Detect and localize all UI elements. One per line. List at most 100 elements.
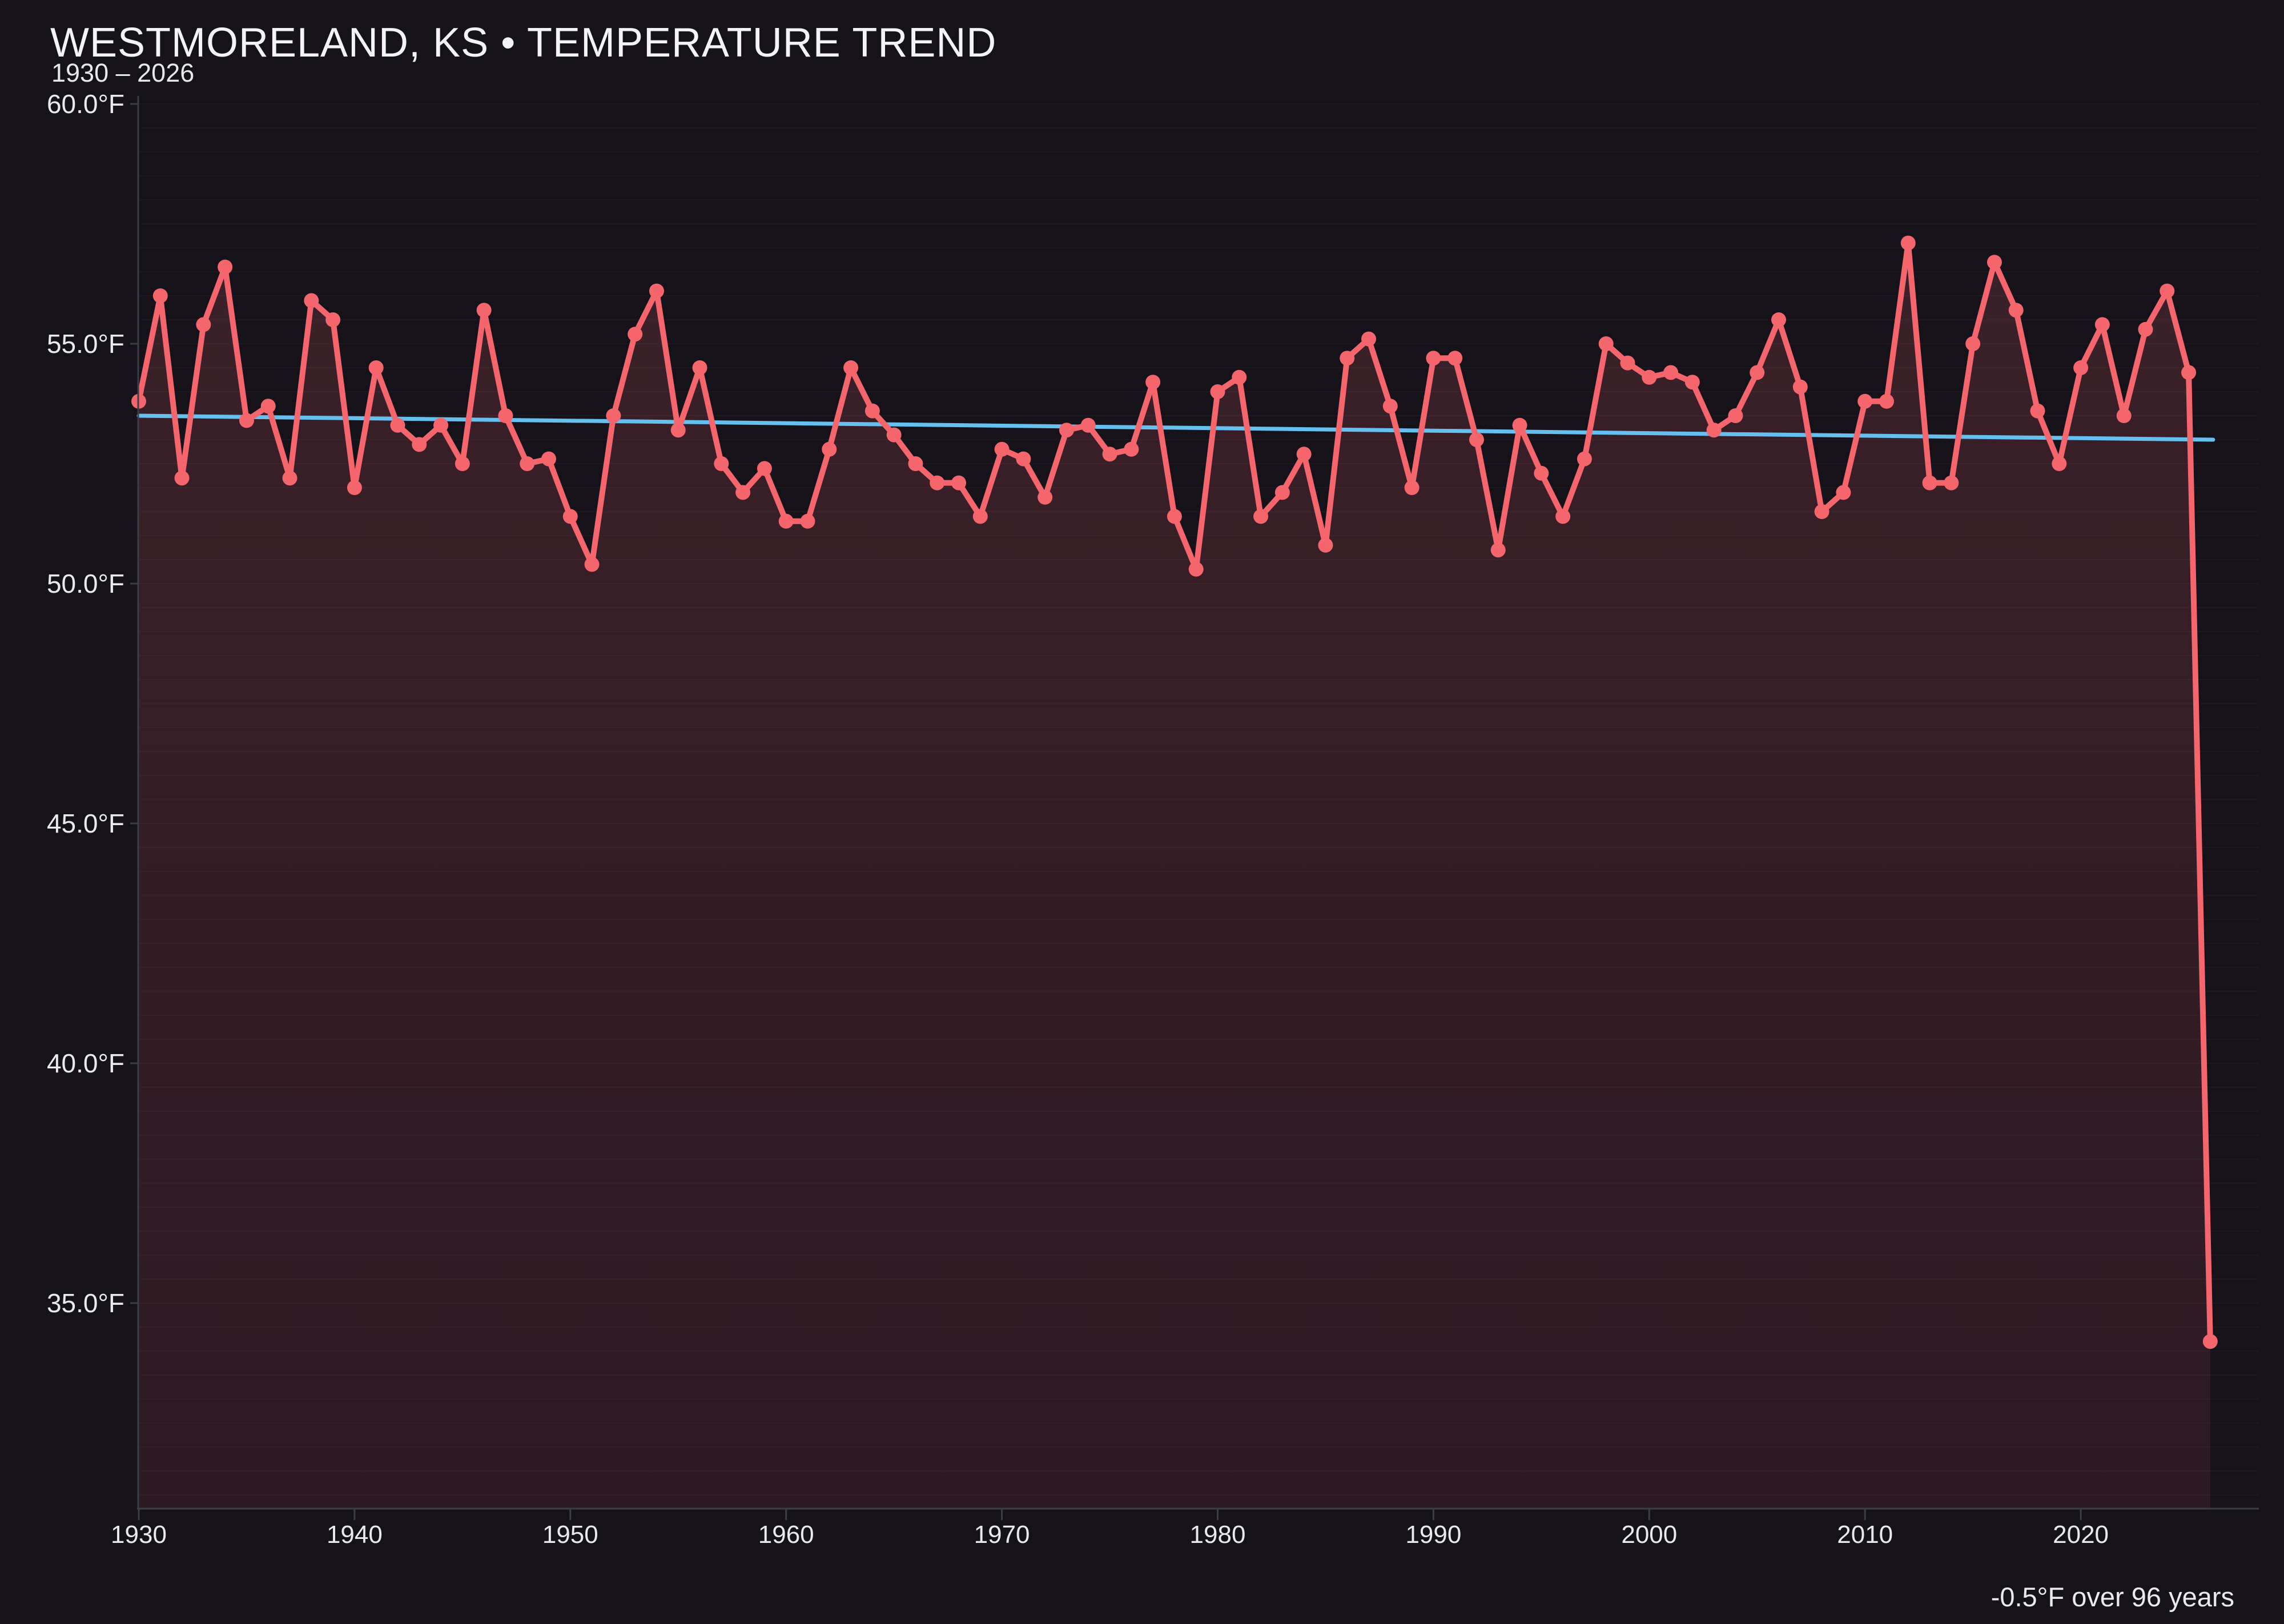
data-point [1857, 393, 1873, 409]
x-axis-tick-label: 1980 [1190, 1521, 1246, 1549]
x-axis-tick-label: 2000 [1621, 1521, 1677, 1549]
data-point [196, 317, 211, 332]
data-point [1577, 451, 1592, 467]
data-point [347, 480, 362, 495]
data-point [2138, 321, 2153, 337]
data-point [1944, 475, 1959, 491]
data-point [1102, 447, 1117, 462]
y-axis-tick-label: 55.0°F [47, 329, 124, 359]
data-point [541, 451, 557, 467]
data-point [152, 288, 168, 303]
data-point [1167, 509, 1182, 524]
data-point [800, 513, 815, 529]
y-axis-tick-label: 50.0°F [47, 569, 124, 598]
chart-title: WESTMORELAND, KS • TEMPERATURE TREND [50, 20, 996, 66]
series-area-fill [139, 243, 2210, 1509]
x-axis-tick-label: 1970 [974, 1521, 1030, 1549]
data-point [412, 437, 427, 452]
data-point [325, 312, 341, 327]
data-point [2052, 456, 2067, 471]
x-axis-tick-label: 1950 [542, 1521, 598, 1549]
data-point [1750, 365, 1765, 380]
data-point [670, 423, 686, 438]
data-point [1555, 509, 1571, 524]
data-point [1469, 432, 1484, 447]
area-fill-group [139, 243, 2210, 1509]
axes-group: 60.0°F 55.0°F 50.0°F 45.0°F 40.0°F 35.0°F 1930… [47, 89, 2259, 1549]
data-point [390, 417, 405, 433]
data-point [1490, 542, 1506, 558]
data-point [735, 485, 751, 500]
data-point [886, 427, 902, 443]
x-axis-tick-label: 2020 [2053, 1521, 2109, 1549]
data-point [1232, 369, 1247, 385]
data-point [1900, 235, 1916, 251]
data-point [1296, 447, 1312, 462]
data-point [584, 557, 600, 572]
data-point [1598, 336, 1614, 351]
data-point [930, 475, 945, 491]
data-point [1274, 485, 1290, 500]
data-point [1426, 351, 1441, 366]
data-point [1965, 336, 1981, 351]
data-point [433, 417, 449, 433]
data-point [2160, 283, 2175, 299]
data-point [218, 259, 233, 275]
y-axis-tick-label: 45.0°F [47, 809, 124, 838]
data-point [1987, 255, 2002, 270]
data-point [2094, 317, 2110, 332]
trend-line [136, 413, 2215, 442]
data-point [972, 509, 988, 524]
data-point [1879, 393, 1894, 409]
data-point [1340, 351, 1355, 366]
data-point [1404, 480, 1420, 495]
data-point [1836, 485, 1851, 500]
data-point [778, 513, 794, 529]
data-point [864, 403, 880, 419]
data-point [714, 456, 729, 471]
data-point [1059, 423, 1074, 438]
data-point [757, 461, 772, 476]
x-axis-tick-label: 1960 [758, 1521, 814, 1549]
data-point [455, 456, 470, 471]
data-point [2073, 360, 2089, 375]
y-axis-tick-label: 40.0°F [47, 1048, 124, 1078]
data-point [239, 413, 254, 428]
data-point [908, 456, 923, 471]
data-point [1318, 537, 1333, 553]
data-point [1145, 375, 1161, 390]
data-point [1684, 375, 1700, 390]
data-point [1016, 451, 1031, 467]
x-axis-tick-label: 2010 [1837, 1521, 1893, 1549]
data-point [606, 408, 621, 423]
data-point [2030, 403, 2045, 419]
data-point [994, 441, 1010, 457]
data-point [1210, 384, 1225, 399]
data-point [628, 327, 643, 342]
x-axis-tick-label: 1940 [327, 1521, 383, 1549]
data-point [2181, 365, 2197, 380]
data-point [1512, 417, 1527, 433]
data-point [1382, 399, 1398, 414]
data-point [368, 360, 384, 375]
data-point [1792, 379, 1808, 395]
data-point [1922, 475, 1937, 491]
data-point [520, 456, 535, 471]
data-point [951, 475, 967, 491]
data-point [1706, 423, 1722, 438]
data-point [1534, 465, 1549, 481]
data-point [1447, 351, 1463, 366]
data-point [1771, 312, 1787, 327]
data-point [562, 509, 578, 524]
data-point [304, 293, 319, 308]
x-axis-tick-label: 1930 [111, 1521, 167, 1549]
data-point [174, 471, 190, 486]
data-point [2008, 303, 2024, 318]
series-line-group [131, 235, 2218, 1349]
data-point [1663, 365, 1679, 380]
chart-subtitle: 1930 – 2026 [51, 58, 194, 87]
y-axis-tick-label: 35.0°F [47, 1288, 124, 1318]
data-point [476, 303, 492, 318]
